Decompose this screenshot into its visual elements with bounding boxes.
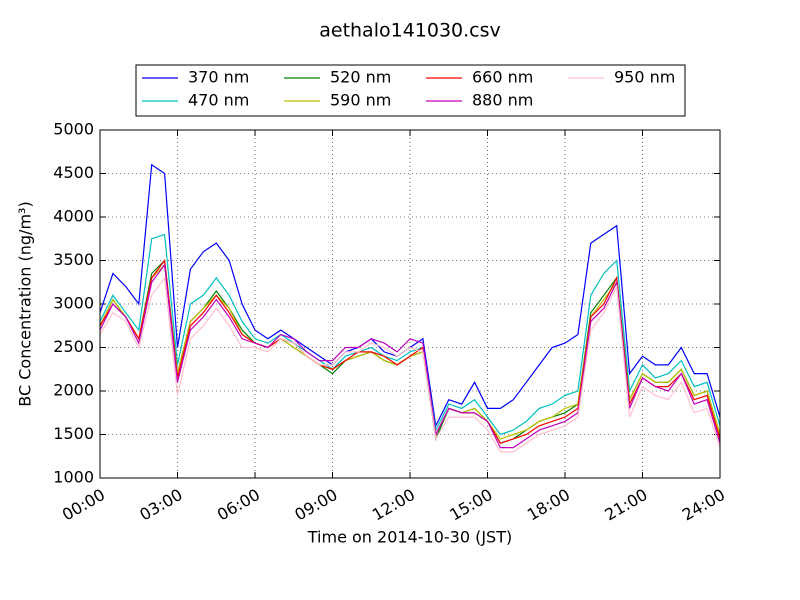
y-tick-label: 1000 (53, 468, 94, 487)
data-line (99, 263, 721, 449)
legend-label: 520 nm (330, 68, 391, 87)
plot-frame (99, 129, 721, 479)
y-tick-label: 3500 (53, 250, 94, 269)
data-line (99, 276, 721, 453)
y-tick-label: 2000 (53, 381, 94, 400)
y-tick-label: 1500 (53, 424, 94, 443)
plot-lines (99, 163, 721, 453)
y-tick-label: 2500 (53, 337, 94, 356)
y-tick-label: 5000 (53, 120, 94, 139)
legend-label: 370 nm (188, 68, 249, 87)
legend-label: 880 nm (472, 91, 533, 110)
legend-label: 590 nm (330, 91, 391, 110)
legend-label: 470 nm (188, 91, 249, 110)
y-tick-label: 3000 (53, 294, 94, 313)
legend-label: 660 nm (472, 68, 533, 87)
legend-box (135, 64, 686, 117)
y-axis-label: BC Concentration (ng/m³) (16, 201, 35, 406)
data-line (99, 233, 721, 436)
legend-label: 950 nm (614, 68, 675, 87)
data-line (99, 258, 721, 444)
x-axis-label: Time on 2014-10-30 (JST) (307, 528, 512, 547)
y-tick-label: 4000 (53, 207, 94, 226)
legend: 370 nm 470 nm 520 nm 590 nm 660 nm 880 nm 950 … (135, 64, 686, 117)
y-tick-label: 4500 (53, 163, 94, 182)
chart-title: aethalo141030.csv (319, 20, 501, 42)
